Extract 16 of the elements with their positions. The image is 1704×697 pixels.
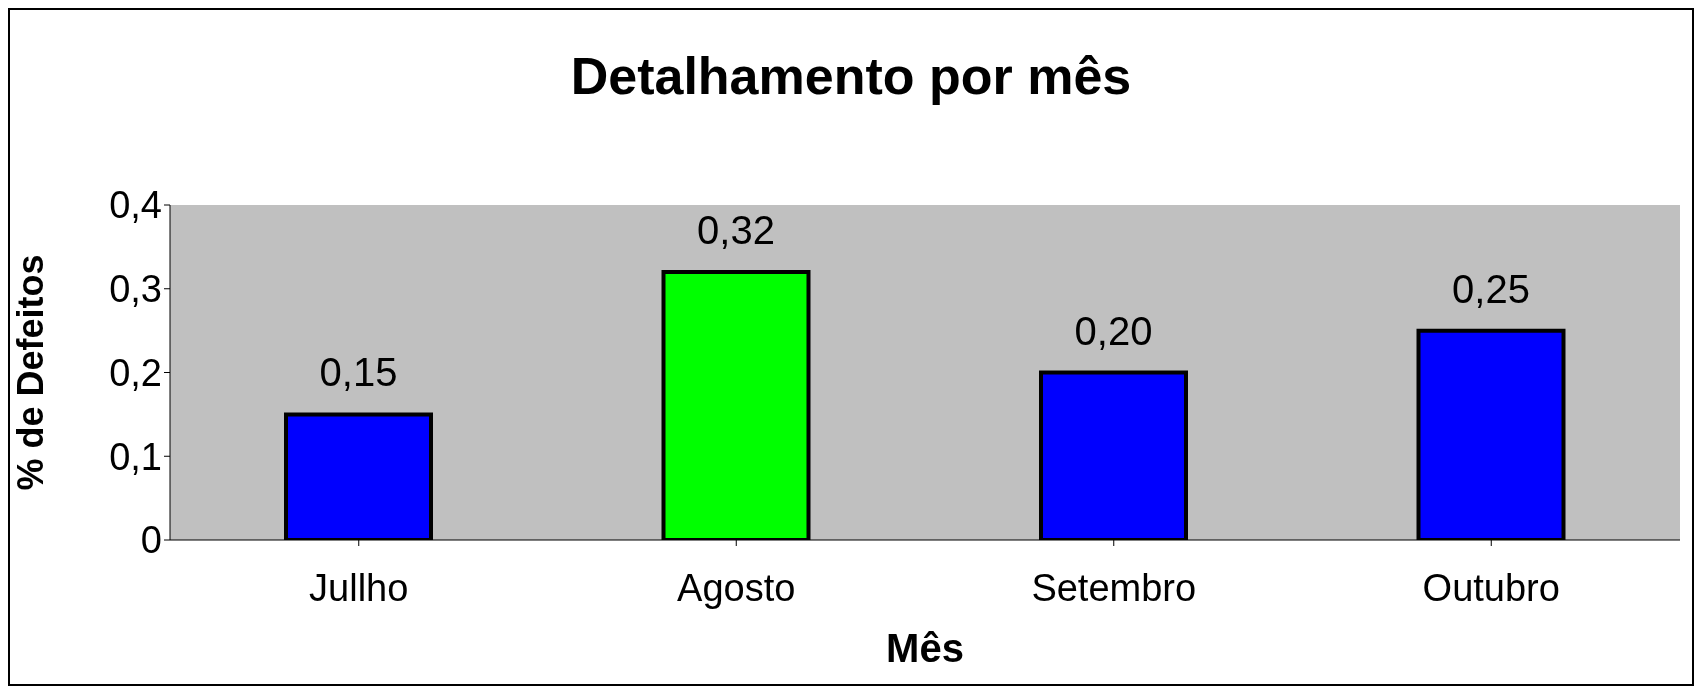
x-tick-label: Outubro: [1422, 566, 1560, 609]
x-tick-label: Setembro: [1031, 566, 1197, 609]
y-tick-label: 0,1: [109, 435, 162, 478]
data-label: 0,32: [697, 208, 775, 252]
y-axis-title: % de Defeitos: [9, 254, 51, 491]
x-axis-title: Mês: [886, 626, 964, 670]
y-tick-label: 0,3: [109, 268, 162, 311]
y-tick-label: 0: [140, 519, 162, 562]
x-tick-label: Jullho: [309, 566, 409, 609]
data-label: 0,25: [1452, 266, 1530, 311]
x-tick-label: Agosto: [677, 566, 796, 609]
y-tick-label: 0,2: [109, 351, 162, 394]
data-label: 0,20: [1074, 308, 1153, 353]
data-label: 0,15: [319, 350, 398, 395]
chart-title: Detalhamento por mês: [569, 46, 1133, 107]
y-tick-label: 0,4: [109, 184, 162, 227]
